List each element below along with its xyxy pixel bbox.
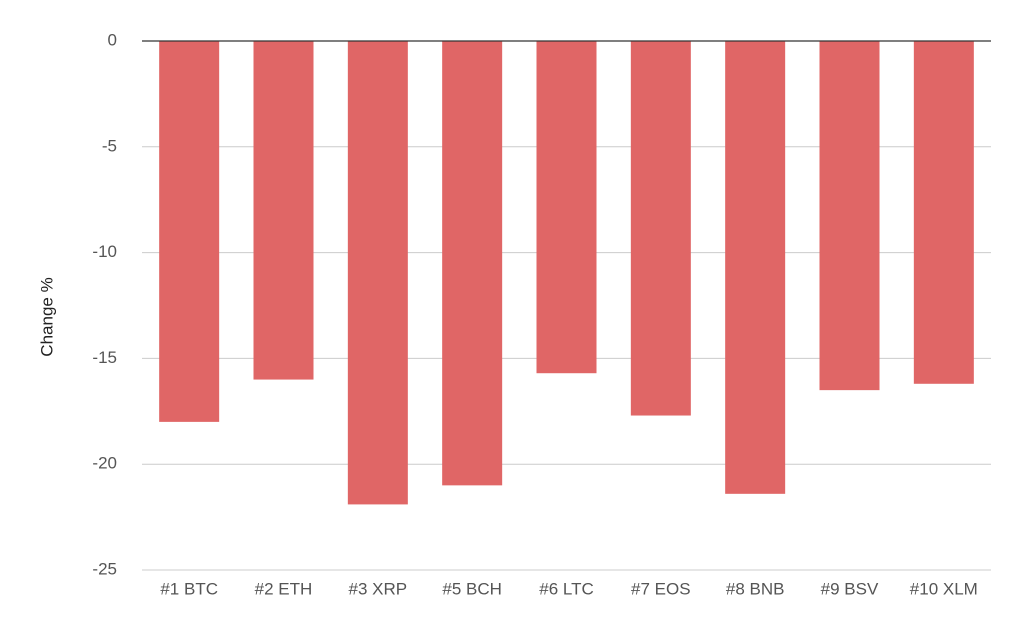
x-tick-label: #1 BTC [160,579,218,598]
bar [536,41,597,374]
y-tick-label: -20 [92,454,117,473]
y-axis-title: Change % [37,277,56,356]
bar [725,41,786,494]
x-tick-label: #8 BNB [726,579,785,598]
bar [442,41,503,486]
bar [630,41,691,416]
x-tick-label: #10 XLM [910,579,978,598]
x-tick-label: #3 XRP [349,579,408,598]
x-tick-label: #7 EOS [631,579,691,598]
bar [913,41,974,384]
y-tick-label: -25 [92,559,117,578]
x-tick-label: #2 ETH [255,579,313,598]
y-tick-label: -5 [102,136,117,155]
y-tick-label: -10 [92,242,117,261]
bar [253,41,314,380]
y-axis-tick-labels: 0 -5 -10 -15 -20 -25 [92,30,117,578]
x-tick-label: #5 BCH [442,579,502,598]
bar [819,41,880,391]
y-tick-label: -15 [92,348,117,367]
bar [159,41,220,422]
y-tick-label: 0 [108,30,117,49]
x-tick-label: #9 BSV [821,579,879,598]
bars [159,41,974,505]
x-tick-label: #6 LTC [539,579,594,598]
bar [347,41,408,505]
x-axis-tick-labels: #1 BTC #2 ETH #3 XRP #5 BCH #6 LTC #7 EOS #8 B… [160,579,978,598]
